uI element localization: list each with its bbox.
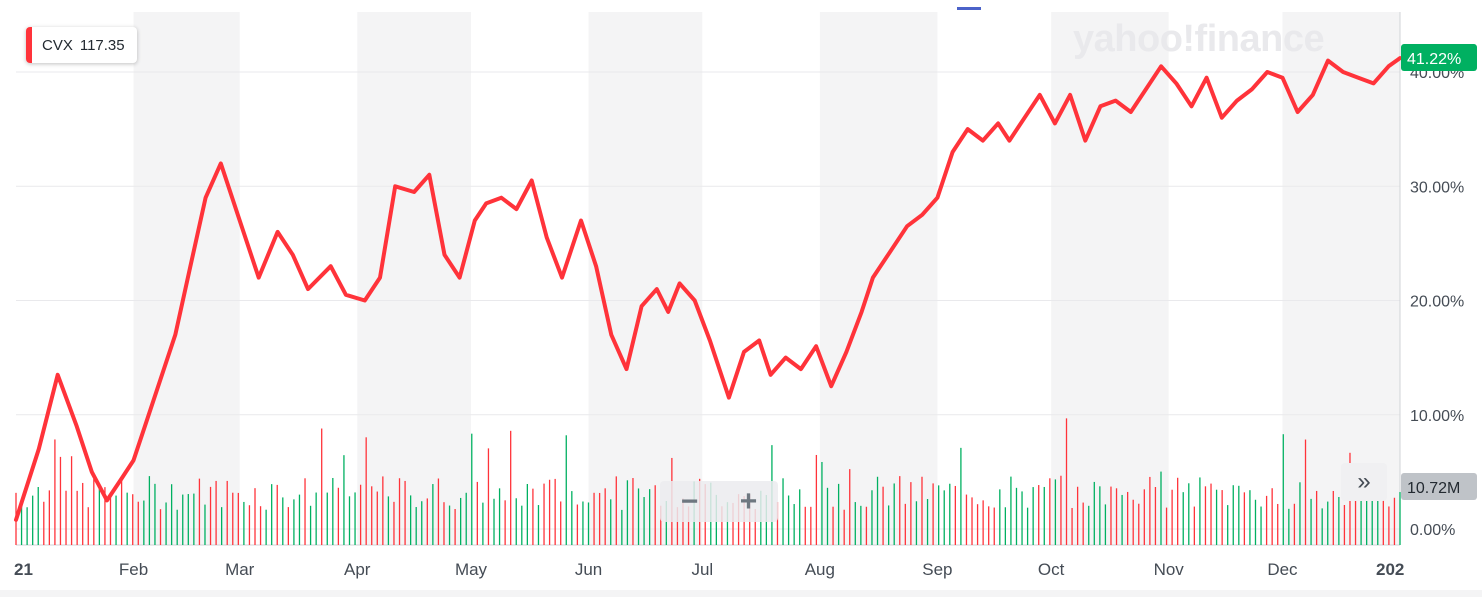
y-tick-label: 30.00% xyxy=(1410,179,1464,196)
x-tick-label: May xyxy=(455,560,488,579)
volume-text: 10.72M xyxy=(1407,480,1460,497)
y-tick-label: 10.00% xyxy=(1410,408,1464,425)
x-tick-label: Apr xyxy=(344,560,371,579)
current-value-badge xyxy=(1401,44,1477,72)
yahoo-finance-logo: yahoo!finance xyxy=(1073,18,1325,60)
footer-strip xyxy=(0,590,1482,597)
x-tick-label: Nov xyxy=(1154,560,1185,579)
x-tick-label: Jul xyxy=(691,560,713,579)
expand-icon[interactable]: » xyxy=(1341,463,1387,501)
current-value-text: 41.22% xyxy=(1407,51,1461,68)
zoom-controls: − + xyxy=(660,481,778,522)
month-band xyxy=(819,12,938,545)
legend-value: 117.35 xyxy=(79,36,125,54)
x-tick-label: Feb xyxy=(119,560,148,579)
x-tick-label: 21 xyxy=(14,560,33,579)
x-tick-label: Sep xyxy=(922,560,952,579)
y-tick-label: 20.00% xyxy=(1410,294,1464,311)
legend-swatch xyxy=(26,27,32,63)
month-band xyxy=(357,12,472,545)
month-band xyxy=(588,12,703,545)
zoom-out-button[interactable]: − xyxy=(680,484,699,518)
range-indicator xyxy=(957,7,981,10)
y-tick-label: 0.00% xyxy=(1410,522,1455,539)
x-tick-label: Dec xyxy=(1267,560,1298,579)
x-tick-label: Jun xyxy=(575,560,602,579)
volume-badge xyxy=(1401,473,1477,500)
x-tick-label: Aug xyxy=(805,560,835,579)
zoom-in-button[interactable]: + xyxy=(739,484,758,518)
x-tick-label: 202 xyxy=(1376,560,1404,579)
price-line xyxy=(14,56,1402,522)
legend-symbol: CVX xyxy=(42,36,73,54)
x-tick-label: Oct xyxy=(1038,560,1065,579)
legend[interactable]: CVX 117.35 xyxy=(26,27,137,63)
month-band xyxy=(1051,12,1169,545)
x-tick-label: Mar xyxy=(225,560,255,579)
month-band xyxy=(1282,12,1400,545)
